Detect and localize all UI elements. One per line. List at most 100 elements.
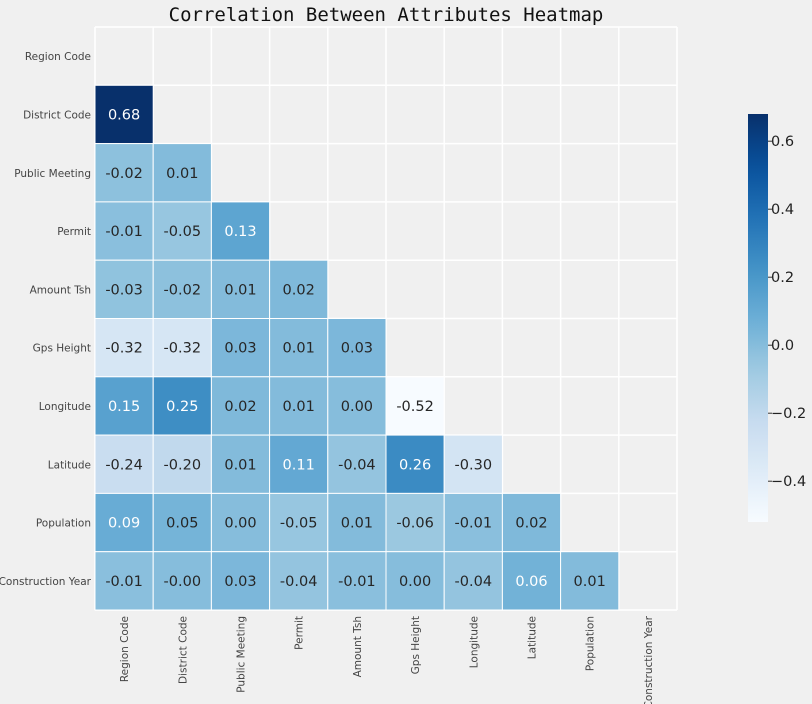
cell-value-label: -0.20 <box>164 457 202 473</box>
heatmap-cell <box>210 376 271 436</box>
cell-value-label: 0.02 <box>283 282 315 298</box>
cell-value-label: 0.03 <box>224 574 256 590</box>
colorbar-tick-label: 0.6 <box>771 134 794 150</box>
cell-value-label: 0.05 <box>166 516 198 532</box>
row-label: District Code <box>23 109 91 121</box>
heatmap-cell <box>501 551 562 611</box>
row-label: Longitude <box>39 401 91 413</box>
cell-value-label: -0.04 <box>280 574 318 590</box>
heatmap-cell <box>152 143 212 203</box>
heatmap-cell <box>152 434 212 494</box>
column-labels: Region Code District Code Public Meeting Pe… <box>119 615 655 704</box>
colorbar-tick-label: −0.4 <box>771 474 806 490</box>
heatmap-cell <box>94 492 154 553</box>
heatmap-cell <box>152 492 212 553</box>
cell-value-label: 0.01 <box>224 457 256 473</box>
row-label: Public Meeting <box>14 168 91 180</box>
cell-value-label: 0.01 <box>341 516 373 532</box>
cell-value-label: -0.32 <box>164 341 202 357</box>
heatmap-cell <box>269 259 329 320</box>
heatmap-cell <box>327 551 387 611</box>
heatmap-cell <box>269 551 329 611</box>
cell-value-label: -0.01 <box>338 574 376 590</box>
heatmap-cell <box>210 318 271 378</box>
heatmap-cell <box>210 492 271 553</box>
cell-value-label: -0.01 <box>455 516 493 532</box>
heatmap-cell <box>152 318 212 378</box>
heatmap-cell <box>94 434 154 494</box>
row-label: Gps Height <box>33 343 91 355</box>
heatmap-cell <box>94 201 154 261</box>
cell-value-label: 0.09 <box>108 516 140 532</box>
row-label: Construction Year <box>0 576 92 588</box>
heatmap-cell <box>385 551 445 611</box>
cell-value-label: -0.01 <box>105 224 143 240</box>
cell-value-label: -0.05 <box>164 224 202 240</box>
colorbar: −0.4 −0.2 0.0 0.2 0.4 0.6 <box>748 114 806 522</box>
heatmap-cell <box>385 434 445 494</box>
row-label: Population <box>36 518 91 530</box>
cell-value-label: 0.01 <box>166 166 198 182</box>
column-label: Construction Year <box>643 615 655 704</box>
cell-value-label: 0.11 <box>283 457 315 473</box>
cell-value-label: -0.03 <box>105 282 143 298</box>
column-label: Amount Tsh <box>352 616 364 677</box>
row-label: Permit <box>57 226 91 238</box>
heatmap-cell <box>152 201 212 261</box>
column-label: Public Meeting <box>236 616 248 693</box>
column-label: Population <box>585 616 597 671</box>
heatmap-cell <box>443 551 503 611</box>
cell-value-label: 0.02 <box>224 399 256 415</box>
colorbar-tick-label: 0.2 <box>771 270 794 286</box>
cell-value-label: 0.00 <box>399 574 431 590</box>
cell-value-label: -0.32 <box>105 341 143 357</box>
column-label: Gps Height <box>410 616 422 674</box>
row-label: Amount Tsh <box>30 284 91 296</box>
cell-value-label: -0.05 <box>280 516 318 532</box>
heatmap-cell <box>210 551 271 611</box>
colorbar-gradient <box>748 114 768 522</box>
row-label: Latitude <box>48 459 91 471</box>
cell-value-label: 0.02 <box>515 516 547 532</box>
cell-value-label: 0.68 <box>108 107 140 123</box>
heatmap-cell <box>560 551 620 611</box>
cell-value-label: 0.00 <box>224 516 256 532</box>
heatmap-cell <box>327 492 387 553</box>
cell-value-label: 0.00 <box>341 399 373 415</box>
cell-value-label: 0.03 <box>341 341 373 357</box>
heatmap-cell <box>327 318 387 378</box>
heatmap-cell <box>327 376 387 436</box>
cell-value-label: 0.15 <box>108 399 140 415</box>
row-labels: Region Code District Code Public Meeting Pe… <box>0 51 92 588</box>
heatmap-cell <box>210 434 271 494</box>
cell-value-label: -0.06 <box>396 516 434 532</box>
heatmap-cell <box>94 318 154 378</box>
heatmap-cell <box>210 201 271 261</box>
cell-value-label: 0.26 <box>399 457 431 473</box>
column-label: Longitude <box>468 616 480 668</box>
cell-value-label: 0.13 <box>224 224 256 240</box>
cell-value-label: -0.00 <box>164 574 202 590</box>
colorbar-tick-label: 0.0 <box>771 338 794 354</box>
cell-value-label: 0.01 <box>283 399 315 415</box>
cell-value-label: 0.01 <box>224 282 256 298</box>
column-label: District Code <box>177 616 189 684</box>
cell-value-label: 0.01 <box>574 574 606 590</box>
column-label: Permit <box>294 616 306 650</box>
heatmap-cell <box>152 259 212 320</box>
cell-value-label: 0.06 <box>515 574 547 590</box>
cell-value-label: 0.25 <box>166 399 198 415</box>
cell-value-label: 0.03 <box>224 341 256 357</box>
cell-value-label: -0.04 <box>455 574 493 590</box>
heatmap-cells: 0.68 -0.02 0.01 -0.01 -0.05 0.13 -0.03 -0.02 0.0… <box>94 84 620 611</box>
column-label: Region Code <box>119 616 131 682</box>
cell-value-label: -0.24 <box>105 457 143 473</box>
heatmap-cell <box>94 376 154 436</box>
heatmap-cell <box>269 434 329 494</box>
colorbar-tick-label: −0.2 <box>771 406 806 422</box>
cell-value-label: -0.02 <box>164 282 202 298</box>
colorbar-tick-label: 0.4 <box>771 202 794 218</box>
column-label: Latitude <box>527 616 539 659</box>
